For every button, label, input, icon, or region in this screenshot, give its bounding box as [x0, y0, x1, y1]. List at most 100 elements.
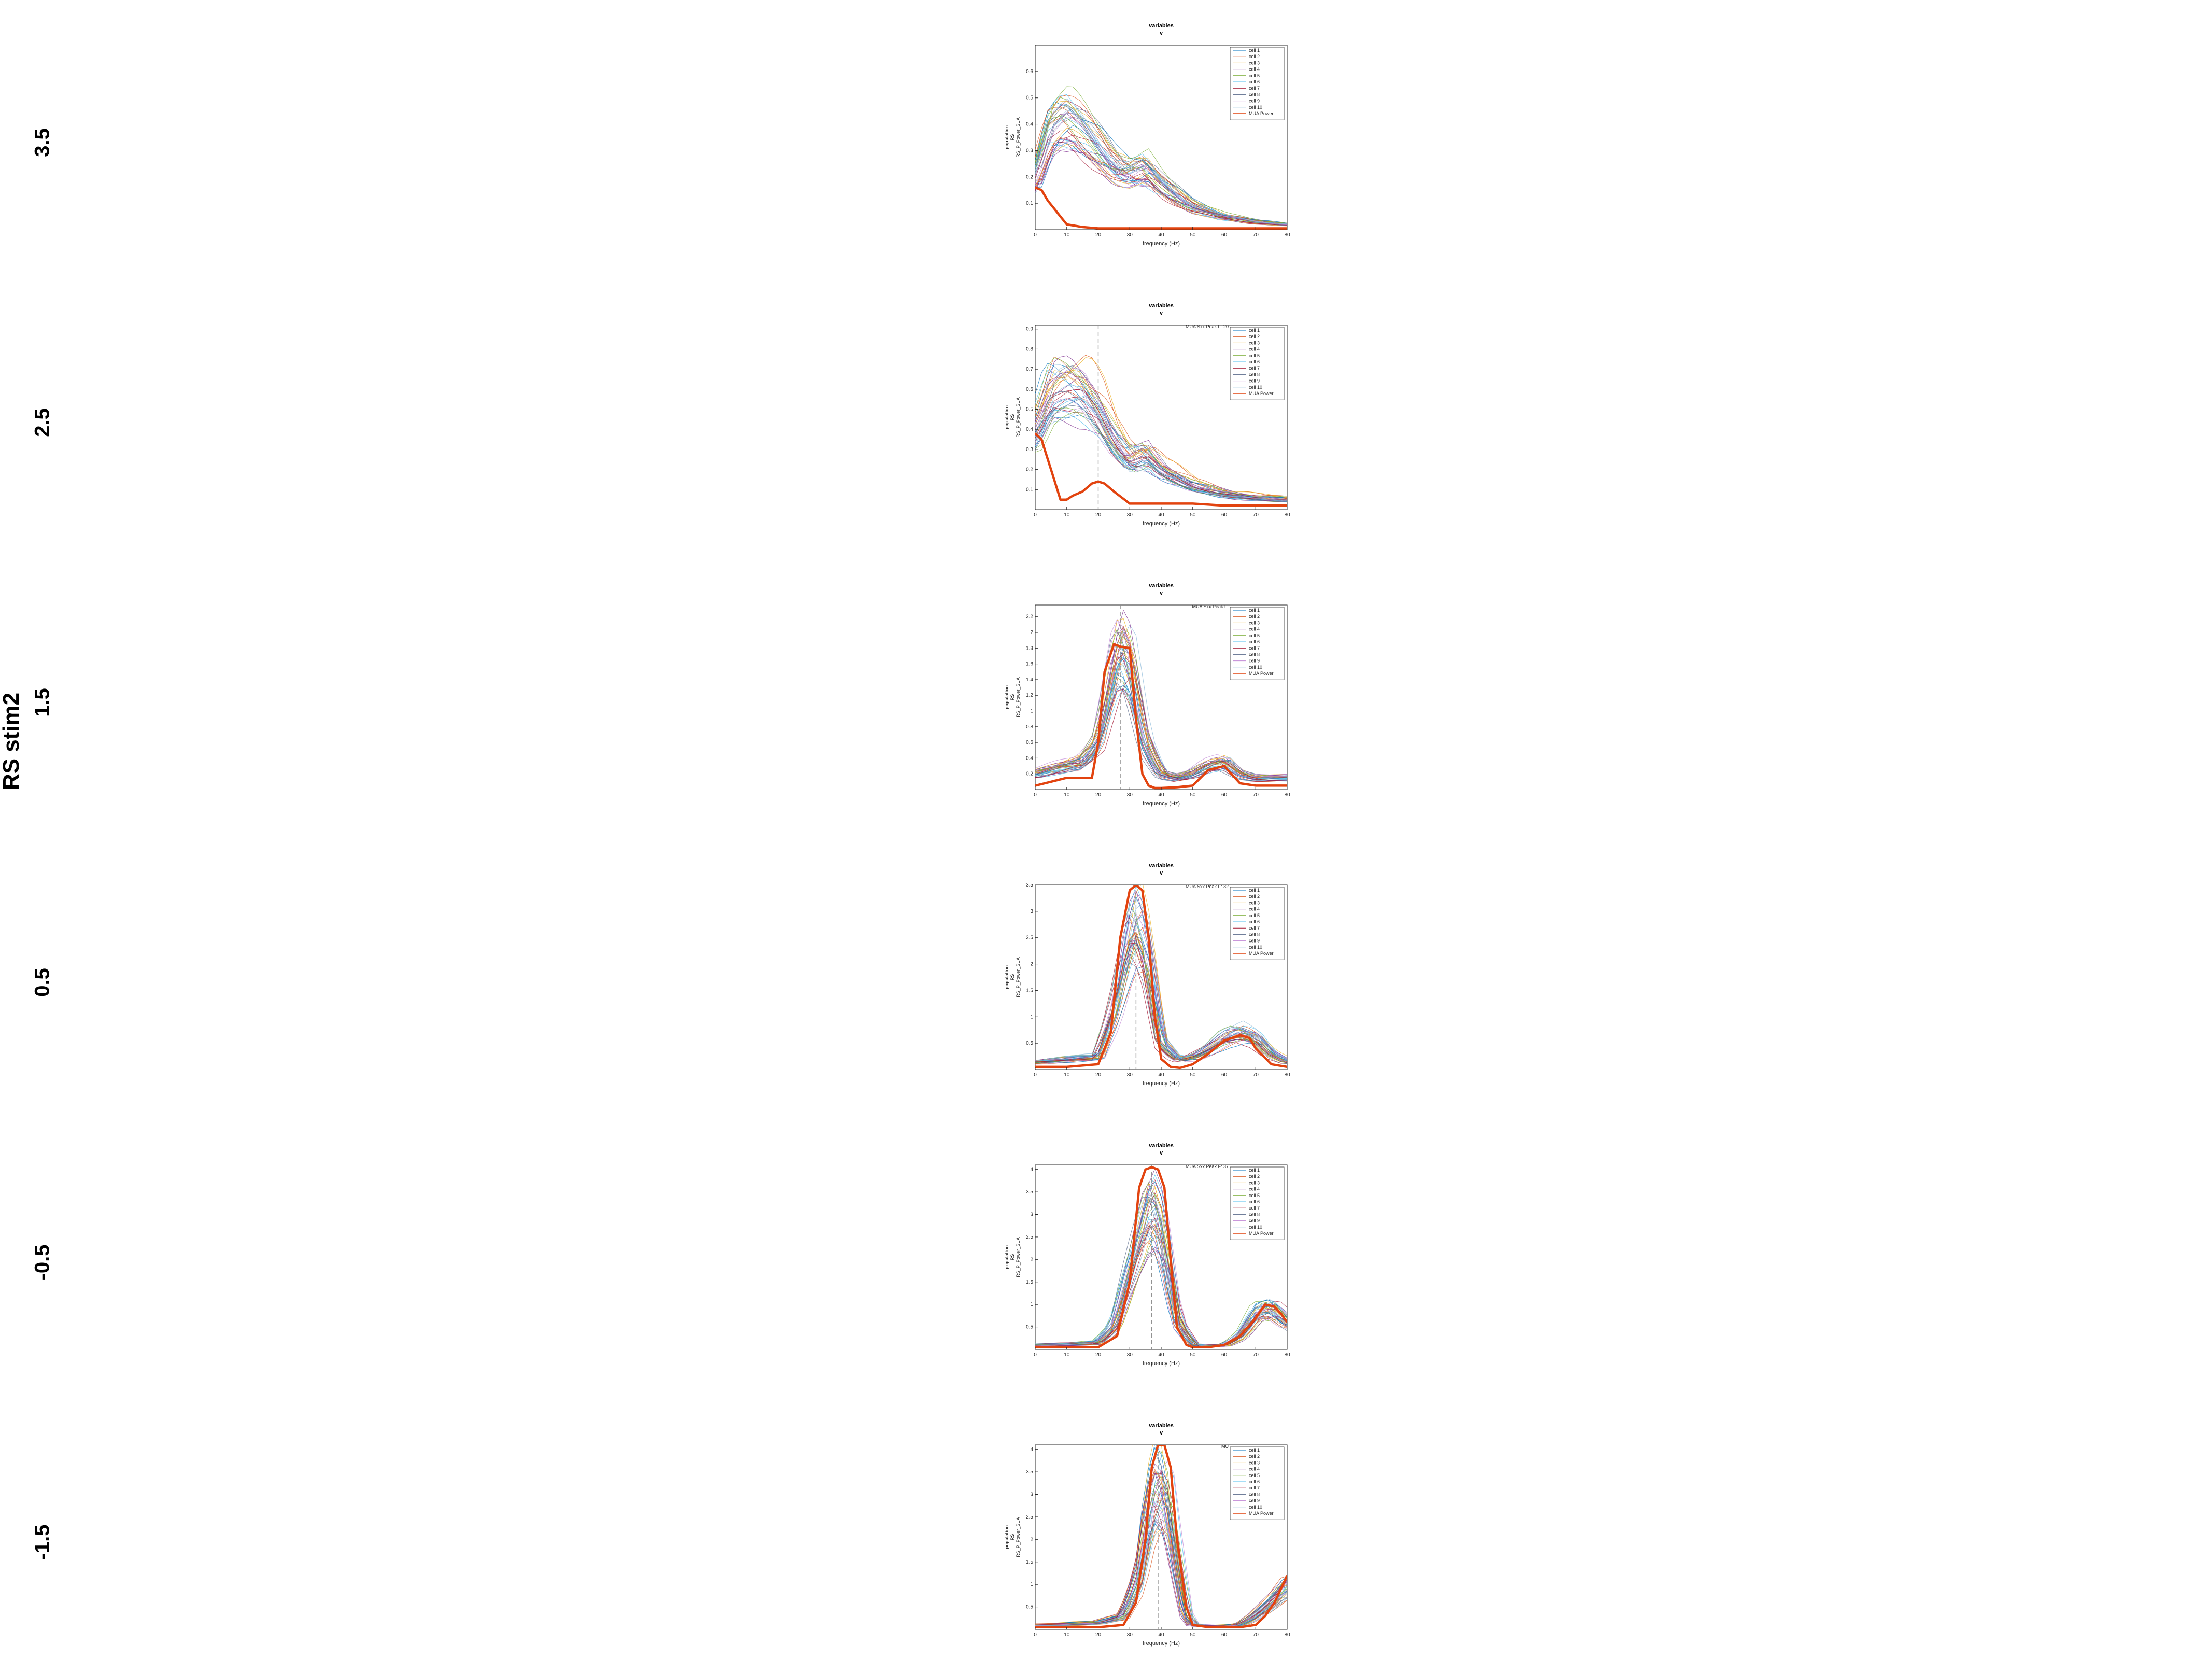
legend-entry: cell 9: [1249, 99, 1260, 104]
x-tick-label: 10: [1064, 1352, 1070, 1358]
legend-entry: cell 8: [1249, 932, 1260, 937]
legend-entry: cell 6: [1249, 639, 1260, 644]
plot-area: [1035, 605, 1287, 790]
y-tick-label: 0.5: [1026, 95, 1033, 101]
cell-series-line: [1035, 86, 1287, 223]
y-tick-label: 4: [1030, 1167, 1033, 1173]
legend-entry: cell 3: [1249, 900, 1260, 905]
x-tick-label: 50: [1190, 1072, 1196, 1078]
legend-entry: cell 10: [1249, 385, 1262, 390]
y-tick-label: 0.8: [1026, 724, 1033, 730]
cell-series-line: [1035, 904, 1287, 1061]
x-axis-label: frequency (Hz): [1143, 800, 1180, 807]
legend-entry: MUA Power: [1249, 1231, 1274, 1236]
legend-entry: cell 5: [1249, 913, 1260, 918]
x-tick-label: 70: [1253, 1632, 1259, 1638]
y-tick-label: 1.6: [1026, 662, 1033, 667]
x-tick-label: 50: [1190, 1352, 1196, 1358]
y-axis-label: RS: [1010, 694, 1015, 701]
y-tick-label: 3.5: [1026, 882, 1033, 888]
y-tick-label: 1.8: [1026, 645, 1033, 651]
y-axis-label: RS: [1010, 414, 1015, 421]
legend-entry: MUA Power: [1249, 1511, 1274, 1516]
y-axis-label: RS_P_Power_SUA: [1016, 117, 1021, 158]
x-tick-label: 50: [1190, 792, 1196, 798]
cell-series-line: [1035, 106, 1287, 225]
legend-entry: cell 3: [1249, 1460, 1260, 1465]
legend-entry: cell 1: [1249, 888, 1260, 893]
x-tick-label: 0: [1034, 792, 1037, 798]
cell-series-line: [1035, 112, 1287, 225]
legend-entry: cell 9: [1249, 1218, 1260, 1224]
plot-area: [1035, 885, 1287, 1070]
chart-super-title: variables: [1149, 583, 1174, 589]
cell-series-line: [1035, 1499, 1287, 1627]
cell-series-line: [1035, 397, 1287, 501]
y-tick-label: 0.2: [1026, 771, 1033, 777]
legend-entry: cell 4: [1249, 347, 1260, 352]
y-tick-label: 0.9: [1026, 327, 1033, 332]
cell-series-line: [1035, 1213, 1287, 1347]
x-tick-label: 80: [1284, 512, 1290, 518]
x-tick-label: 0: [1034, 1632, 1037, 1638]
cell-series-line: [1035, 1249, 1287, 1347]
y-axis-label: RS_P_Power_SUA: [1016, 957, 1021, 997]
chart-super-title: variables: [1149, 1143, 1174, 1149]
x-tick-label: 50: [1190, 1632, 1196, 1638]
chart-super-marker: v: [1160, 870, 1163, 876]
legend-entry: cell 6: [1249, 1199, 1260, 1204]
legend-entry: cell 5: [1249, 73, 1260, 78]
cell-series-line: [1035, 357, 1287, 498]
chart-super-marker: v: [1160, 1150, 1163, 1156]
y-tick-label: 0.2: [1026, 467, 1033, 473]
y-tick-label: 2: [1030, 1257, 1033, 1262]
legend-box: [1230, 1166, 1285, 1240]
y-tick-label: 2: [1030, 630, 1033, 636]
x-tick-label: 20: [1095, 1352, 1102, 1358]
legend-box: [1230, 1446, 1285, 1520]
x-tick-label: 70: [1253, 232, 1259, 238]
cell-series-line: [1035, 1182, 1287, 1346]
y-tick-label: 0.6: [1026, 740, 1033, 746]
x-tick-label: 30: [1127, 1352, 1133, 1358]
x-tick-label: 30: [1127, 792, 1133, 798]
legend-entry: cell 4: [1249, 907, 1260, 912]
y-tick-label: 0.4: [1026, 122, 1033, 128]
cell-series-line: [1035, 660, 1287, 779]
x-tick-label: 80: [1284, 792, 1290, 798]
legend-entry: cell 6: [1249, 919, 1260, 924]
legend-entry: cell 3: [1249, 60, 1260, 65]
x-tick-label: 80: [1284, 1632, 1290, 1638]
x-tick-label: 20: [1095, 232, 1102, 238]
x-tick-label: 60: [1221, 1352, 1228, 1358]
chart-super-title: variables: [1149, 863, 1174, 869]
x-tick-label: 10: [1064, 1072, 1070, 1078]
legend-entry: cell 3: [1249, 340, 1260, 345]
chart-super-marker: v: [1160, 30, 1163, 36]
cell-series-line: [1035, 957, 1287, 1065]
y-axis-label: population: [1004, 1245, 1009, 1269]
x-tick-label: 70: [1253, 792, 1259, 798]
chart-super-title: variables: [1149, 1423, 1174, 1429]
x-tick-label: 80: [1284, 232, 1290, 238]
x-tick-label: 60: [1221, 792, 1228, 798]
x-tick-label: 10: [1064, 792, 1070, 798]
x-tick-label: 20: [1095, 1632, 1102, 1638]
legend-entry: cell 7: [1249, 365, 1260, 371]
y-tick-label: 1.2: [1026, 693, 1033, 698]
x-tick-label: 80: [1284, 1072, 1290, 1078]
cell-series-line: [1035, 631, 1287, 777]
y-tick-label: 0.5: [1026, 1325, 1033, 1330]
legend-entry: cell 1: [1249, 608, 1260, 613]
cell-series-line: [1035, 636, 1287, 777]
x-tick-label: 40: [1158, 1632, 1164, 1638]
x-tick-label: 20: [1095, 512, 1102, 518]
legend-entry: cell 8: [1249, 1212, 1260, 1217]
legend-entry: cell 5: [1249, 353, 1260, 358]
legend-entry: cell 7: [1249, 1205, 1260, 1211]
cell-series-line: [1035, 1205, 1287, 1346]
x-tick-label: 10: [1064, 232, 1070, 238]
